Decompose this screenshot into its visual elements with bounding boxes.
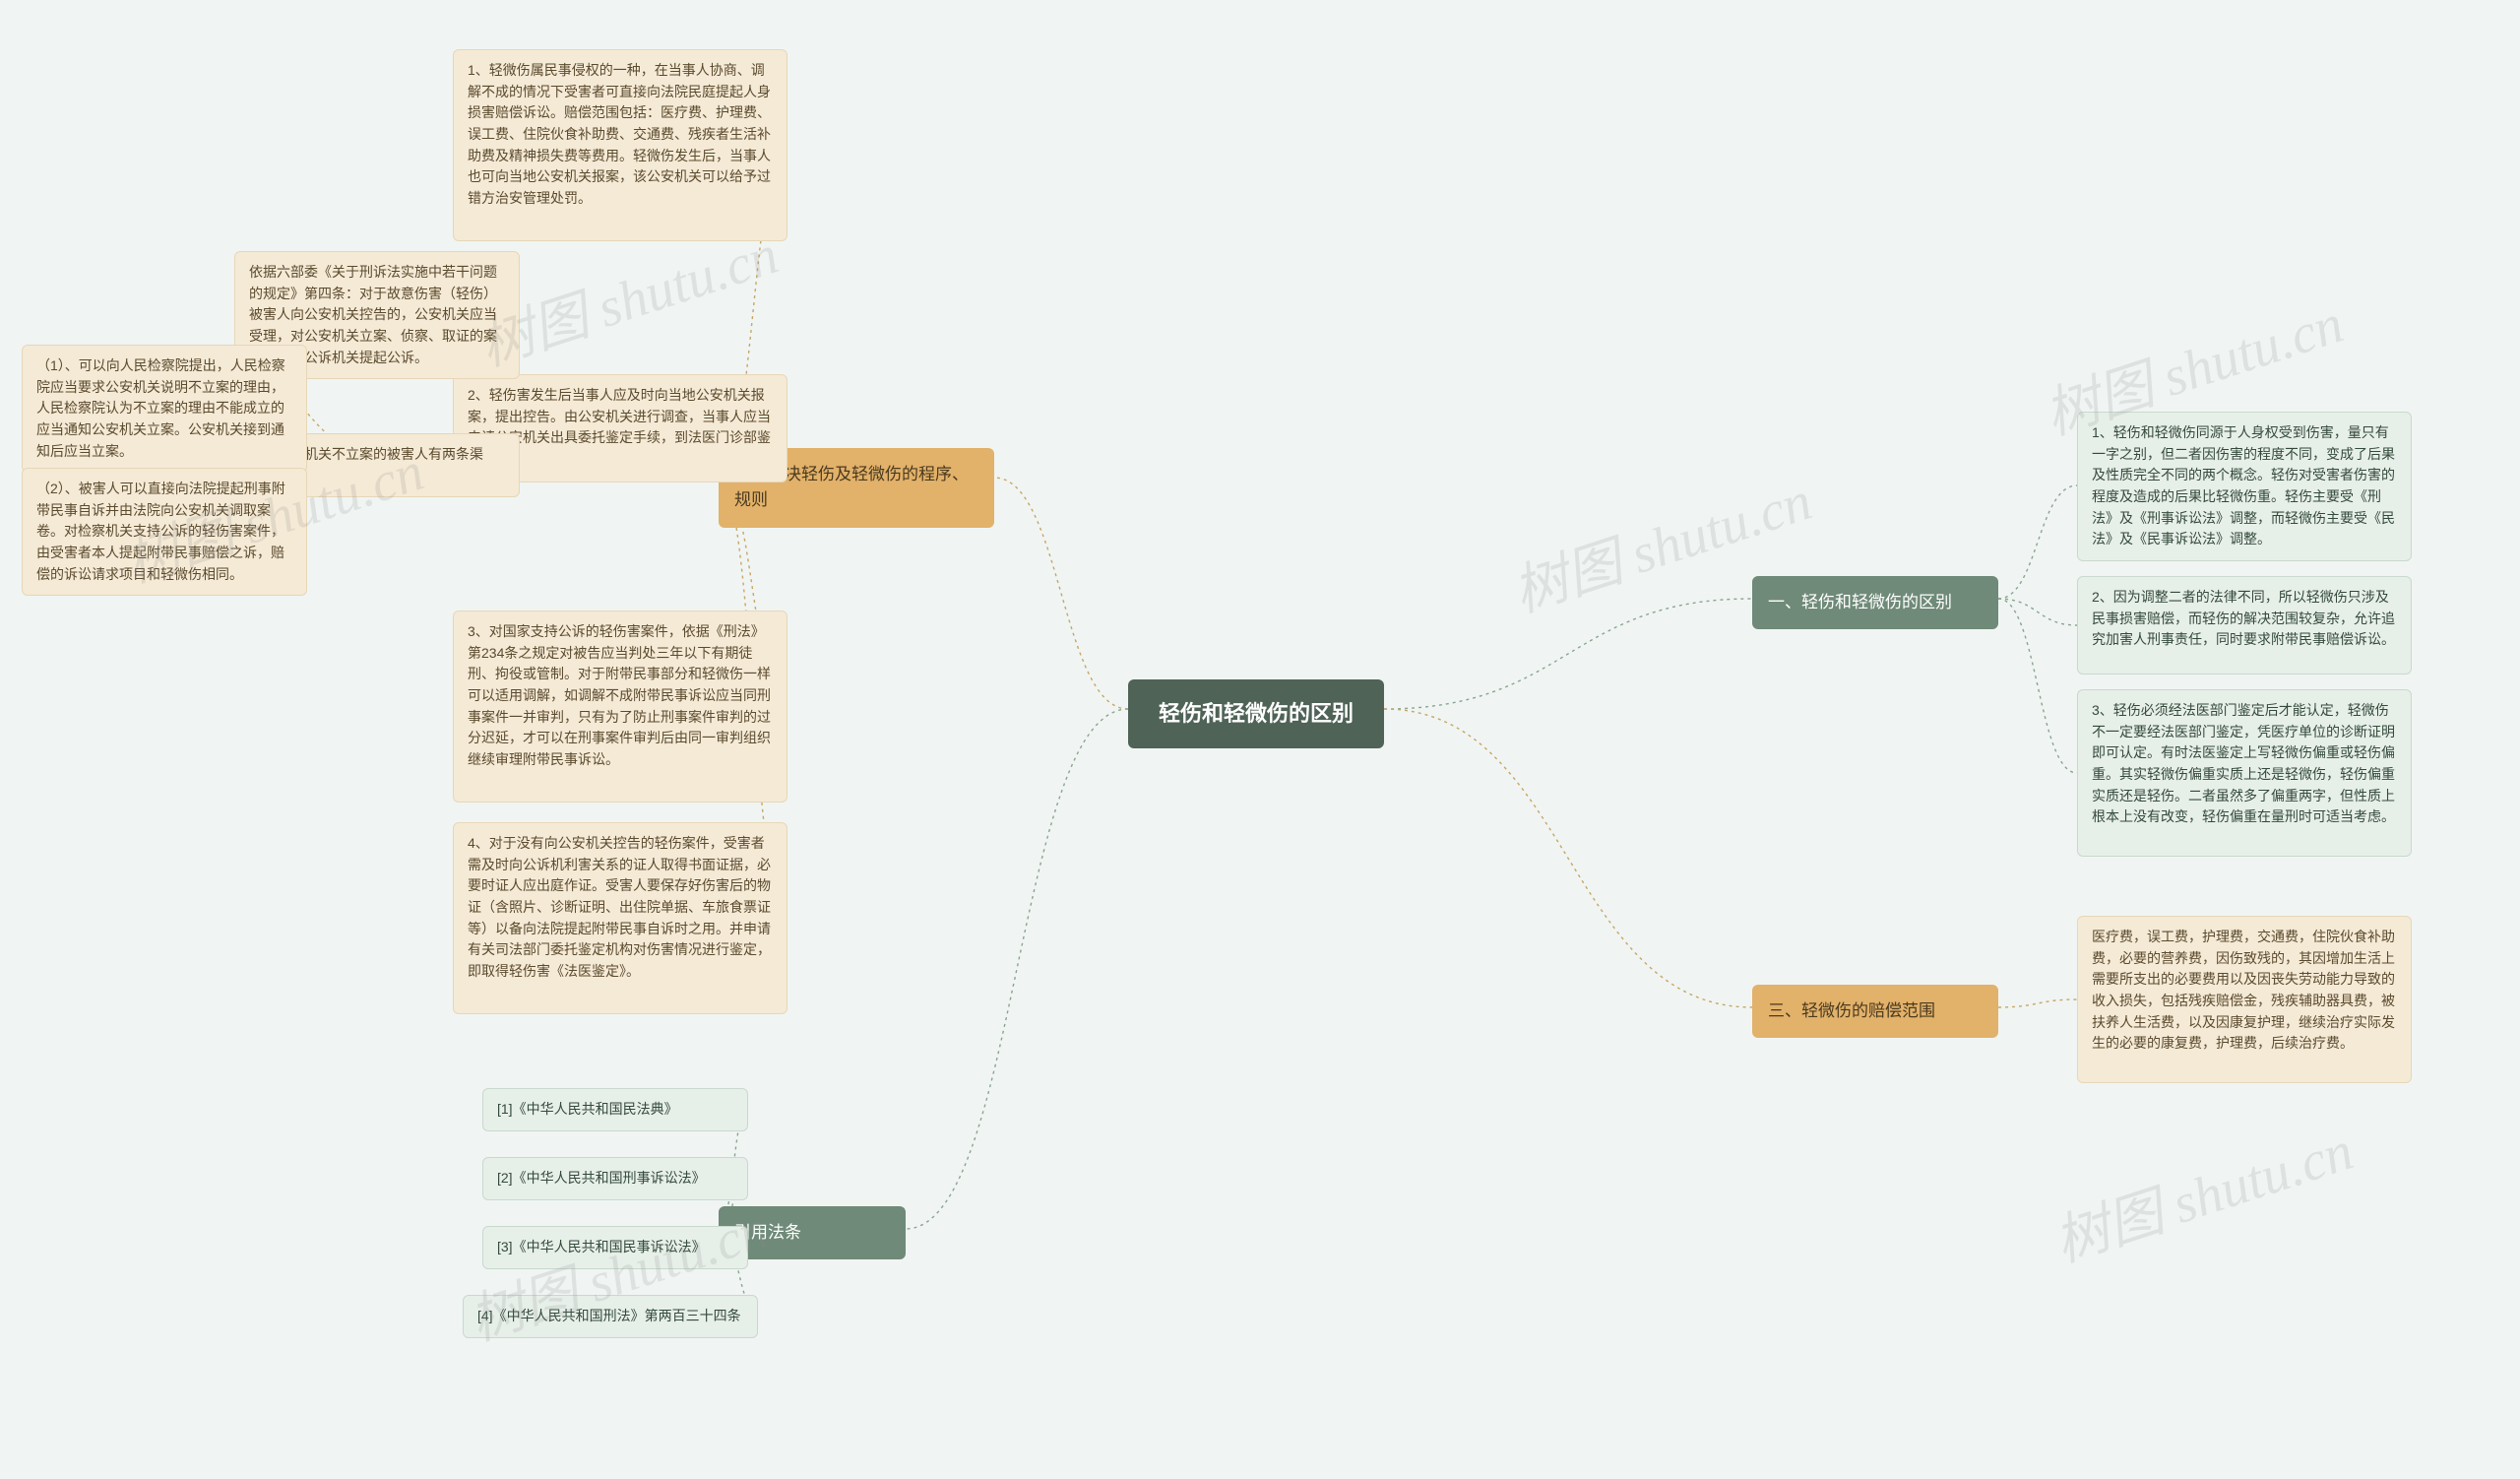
root-node: 轻伤和轻微伤的区别	[1128, 679, 1384, 748]
watermark: 树图 shutu.cn	[2043, 1106, 2362, 1277]
cite-2: [2]《中华人民共和国刑事诉讼法》	[482, 1157, 748, 1200]
branch-1-diff: 一、轻伤和轻微伤的区别	[1752, 576, 1998, 629]
cite-1: [1]《中华人民共和国民法典》	[482, 1088, 748, 1131]
branch-3-leaf-1: 医疗费，误工费，护理费，交通费，住院伙食补助费，必要的营养费，因伤致残的，其因增…	[2077, 916, 2412, 1083]
cite-3: [3]《中华人民共和国民事诉讼法》	[482, 1226, 748, 1269]
branch-1-leaf-2: 2、因为调整二者的法律不同，所以轻微伤只涉及民事损害赔偿，而轻伤的解决范围较复杂…	[2077, 576, 2412, 675]
branch-1-leaf-1: 1、轻伤和轻微伤同源于人身权受到伤害，量只有一字之别，但二者因伤害的程度不同，变…	[2077, 412, 2412, 561]
cite-4: [4]《中华人民共和国刑法》第两百三十四条	[463, 1295, 758, 1338]
branch-2-leaf-1: 1、轻微伤属民事侵权的一种，在当事人协商、调解不成的情况下受害者可直接向法院民庭…	[453, 49, 788, 241]
branch-2-leaf-3: 3、对国家支持公诉的轻伤害案件，依据《刑法》第234条之规定对被告应当判处三年以…	[453, 611, 788, 803]
branch-2-leaf-2-channel-1: （1）、可以向人民检察院提出，人民检察院应当要求公安机关说明不立案的理由，人民检…	[22, 345, 307, 473]
branch-1-leaf-3: 3、轻伤必须经法医部门鉴定后才能认定，轻微伤不一定要经法医部门鉴定，凭医疗单位的…	[2077, 689, 2412, 857]
branch-2-leaf-4: 4、对于没有向公安机关控告的轻伤案件，受害者需及时向公诉机利害关系的证人取得书面…	[453, 822, 788, 1014]
branch-2-leaf-2-channel-2: （2）、被害人可以直接向法院提起刑事附带民事自诉并由法院向公安机关调取案卷。对检…	[22, 468, 307, 596]
branch-3-compensation: 三、轻微伤的赔偿范围	[1752, 985, 1998, 1038]
